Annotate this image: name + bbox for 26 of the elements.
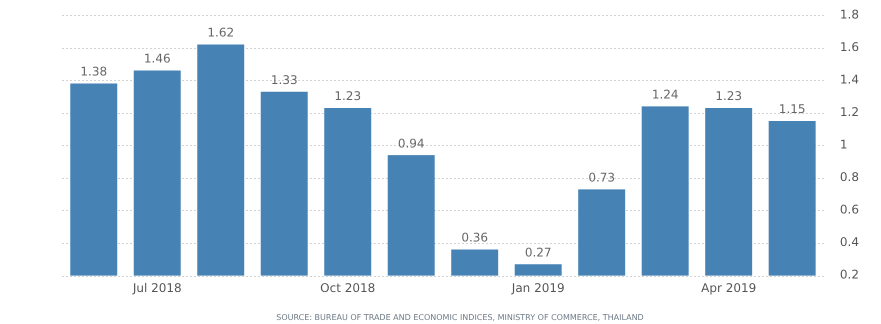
x-tick-label: Apr 2019: [701, 280, 756, 295]
y2-tick-label: 1.2: [840, 104, 860, 119]
y2-tick-label: 1: [840, 138, 848, 152]
y2-tick-label: 0.4: [840, 235, 860, 250]
data-label: 0.27: [524, 245, 552, 260]
data-label: 1.38: [80, 64, 108, 79]
data-label: 0.73: [588, 170, 616, 184]
data-label: 1.15: [778, 102, 806, 116]
x-tick-label: Oct 2018: [320, 280, 376, 295]
source-note: SOURCE: BUREAU OF TRADE AND ECONOMIC INDICES, MINISTRY OF COMMERCE, THAILAND: [276, 313, 644, 322]
data-label: 1.23: [334, 89, 362, 104]
x-tick-label: Jan 2019: [510, 280, 565, 295]
data-label: 1.46: [144, 52, 171, 66]
data-label: 1.23: [715, 89, 742, 104]
y2-tick-label: 1.6: [840, 40, 860, 54]
data-label: 0.94: [398, 136, 425, 150]
y2-tick-label: 1.4: [840, 72, 860, 86]
y2-tick-label: 0.6: [840, 202, 860, 217]
data-label: 0.36: [461, 230, 488, 245]
data-label: 1.33: [270, 72, 298, 87]
y2-tick-label: 1.8: [840, 7, 860, 22]
y2-tick-label: 0.8: [840, 170, 860, 184]
data-label: 1.62: [207, 26, 234, 40]
x-tick-label: Jul 2018: [132, 280, 182, 295]
data-label: 1.24: [652, 87, 679, 102]
y2-tick-label: 0.2: [840, 268, 860, 282]
